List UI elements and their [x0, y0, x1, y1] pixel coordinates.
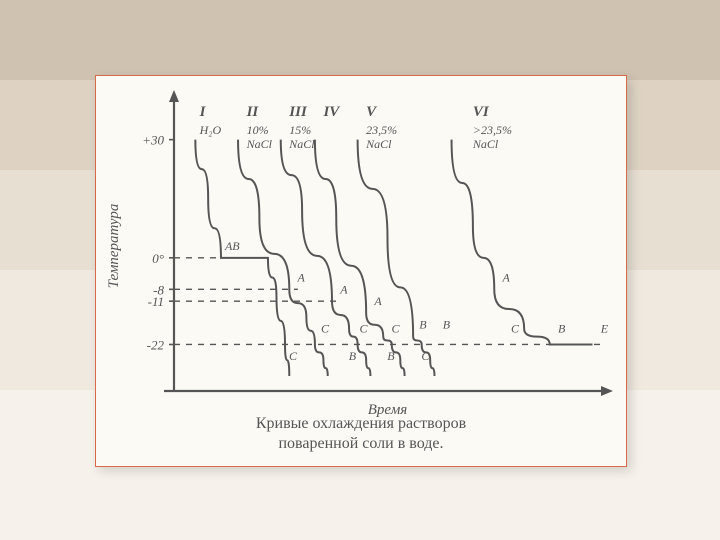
curve-roman: V	[366, 104, 378, 120]
curve-sub: 10%	[247, 123, 269, 137]
cooling-curve	[315, 140, 405, 376]
cooling-curve	[452, 140, 593, 345]
curve-roman: IV	[322, 104, 341, 120]
slide: +300°-8-11-22ТемператураВремяIH₂OII10%Na…	[0, 0, 720, 540]
curve-mark: A	[339, 282, 348, 296]
chart-frame: +300°-8-11-22ТемператураВремяIH₂OII10%Na…	[95, 75, 627, 467]
curve-sub: NaCl	[472, 137, 499, 151]
y-tick-label: +30	[142, 133, 164, 148]
y-tick-label: 0°	[152, 251, 164, 266]
curve-mark: B	[419, 318, 427, 332]
y-axis-label: Температура	[106, 204, 122, 289]
curve-roman: II	[246, 104, 260, 120]
y-tick-label: -22	[147, 337, 165, 352]
curve-mark: C	[511, 322, 520, 336]
cooling-curve	[358, 140, 435, 376]
curve-sub: NaCl	[288, 137, 315, 151]
cooling-curve	[281, 140, 371, 376]
curve-mark: C	[421, 349, 430, 363]
curve-mark: C	[321, 322, 330, 336]
curve-mark: C	[392, 322, 401, 336]
curve-mark: A	[502, 270, 511, 284]
curve-roman: VI	[473, 104, 490, 120]
curve-sub: NaCl	[246, 137, 273, 151]
curve-mark: E	[600, 322, 609, 336]
curve-mark: B	[558, 322, 566, 336]
curve-sub: H₂O	[199, 123, 222, 137]
curve-mark: B	[387, 349, 395, 363]
curve-mark: C	[359, 322, 368, 336]
curve-mark: B	[349, 349, 357, 363]
curve-mark: AB	[224, 239, 240, 253]
x-arrow	[601, 386, 613, 396]
curve-sub: 15%	[289, 123, 311, 137]
curve-sub: >23,5%	[473, 123, 512, 137]
curve-mark: C	[289, 349, 298, 363]
curve-sub: NaCl	[365, 137, 392, 151]
bg-band	[0, 0, 720, 80]
curve-roman: III	[288, 104, 308, 120]
y-arrow	[169, 90, 179, 102]
caption-line: Кривые охлаждения растворов	[256, 415, 467, 432]
cooling-curves-chart: +300°-8-11-22ТемператураВремяIH₂OII10%Na…	[96, 76, 626, 466]
caption-line: поваренной соли в воде.	[278, 435, 443, 452]
curve-sub: 23,5%	[366, 123, 397, 137]
curve-mark: A	[373, 294, 382, 308]
curve-mark: B	[443, 318, 451, 332]
curve-mark: A	[297, 270, 306, 284]
y-tick-label: -11	[148, 294, 164, 309]
curve-roman: I	[199, 104, 207, 120]
